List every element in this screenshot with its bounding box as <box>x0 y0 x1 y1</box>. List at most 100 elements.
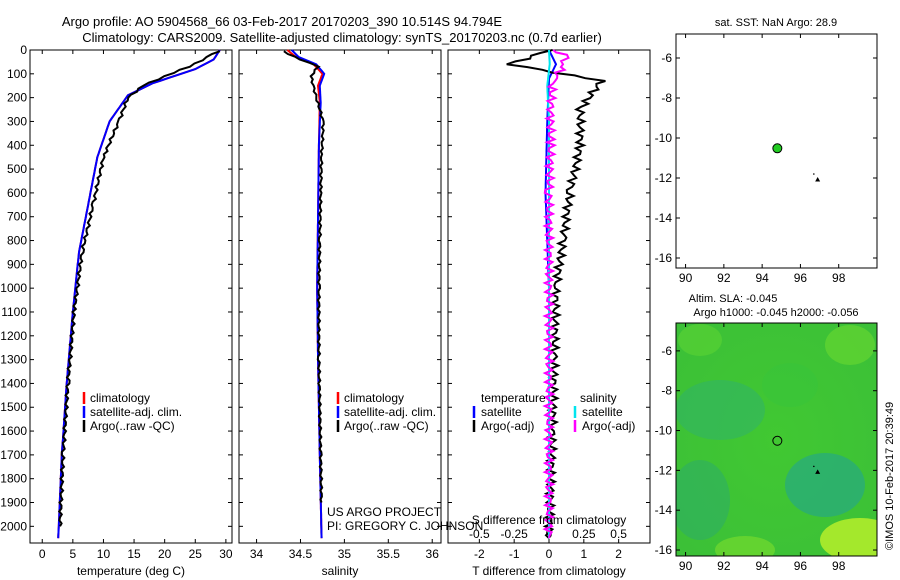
legend-label-temp-argo: Argo(-adj) <box>481 419 534 433</box>
x-tick-label: 35.5 <box>377 547 401 561</box>
series-line-satellite-adj-clim- <box>57 49 221 539</box>
y-tick-label: 900 <box>7 257 27 271</box>
y-tick-label: 1000 <box>0 281 27 295</box>
x-tick-label: 20 <box>158 547 172 561</box>
sla-blob <box>678 324 722 356</box>
y-tick-label: 1100 <box>1 305 27 319</box>
y-tick-label: 200 <box>7 91 27 105</box>
map-x-tick-label: 96 <box>794 559 808 573</box>
track-point <box>813 173 815 175</box>
imos-side-label: ©IMOS 10-Feb-2017 20:39:49 <box>884 402 896 550</box>
map-y-tick-label: -12 <box>655 463 673 477</box>
map-y-tick-label: -6 <box>661 51 672 65</box>
figure-title-line2: Climatology: CARS2009. Satellite-adjuste… <box>82 30 602 45</box>
sla-blob <box>762 363 818 407</box>
difference-series <box>506 49 606 539</box>
sla-blob <box>825 325 875 365</box>
map-y-tick-label: -14 <box>655 503 673 517</box>
temperature-legend: climatology satellite-adj. clim. Argo(..… <box>82 391 182 433</box>
x-tick-label: 5 <box>70 547 77 561</box>
y-tick-label: 0 <box>20 43 27 57</box>
y-tick-label: 1300 <box>0 353 27 367</box>
x-tick-label: 35 <box>338 547 352 561</box>
y-tick-label: 500 <box>7 162 27 176</box>
legend-header-temperature: temperature <box>481 391 546 405</box>
x-tick-label: 34 <box>250 547 264 561</box>
map-y-tick-label: -10 <box>655 424 673 438</box>
map-x-tick-label: 90 <box>679 271 693 285</box>
map-x-tick-label: 98 <box>832 559 846 573</box>
map-x-tick-label: 92 <box>717 271 731 285</box>
sla-blob <box>676 460 730 540</box>
series-line-temperature-argo-adj- <box>506 49 606 539</box>
temperature-axes: 0 5 10 15 20 25 300100200300400500600700800900… <box>0 43 233 561</box>
y-tick-label: 1800 <box>0 472 27 486</box>
sst-map-title: sat. SST: NaN Argo: 28.9 <box>715 17 837 29</box>
legend-label-argo: Argo(..raw -QC) <box>344 419 429 433</box>
salinity-series <box>283 49 326 539</box>
x-tick-label: -2 <box>474 547 485 561</box>
legend-label-temp-satellite: satellite <box>481 405 522 419</box>
legend-label-satellite: satellite-adj. clim. <box>344 405 436 419</box>
y-tick-label: 600 <box>7 186 27 200</box>
sla-blob <box>785 453 865 517</box>
track-point <box>813 465 815 468</box>
y-tick-label: 1400 <box>0 376 27 390</box>
y-tick-label: 2000 <box>0 519 27 533</box>
x-tick-label: 30 <box>219 547 233 561</box>
map-y-tick-label: -8 <box>661 91 672 105</box>
map-x-tick-label: 92 <box>717 559 731 573</box>
legend-label-climatology: climatology <box>344 391 404 405</box>
difference-xlabel: T difference from climatology <box>472 564 626 578</box>
y-tick-label: 800 <box>7 234 27 248</box>
x-tick-label: 1 <box>580 547 587 561</box>
legend-header-salinity: salinity <box>580 391 617 405</box>
legend-label-climatology: climatology <box>90 391 150 405</box>
series-line-salinity-argo-adj- <box>542 49 570 539</box>
series-line-argo-raw-qc- <box>57 50 221 527</box>
map-x-tick-label: 98 <box>832 271 846 285</box>
salinity-diff-tick-label: 0.25 <box>572 527 596 541</box>
sla-blob <box>820 518 877 556</box>
x-tick-label: 0 <box>39 547 46 561</box>
y-tick-label: 1600 <box>0 424 27 438</box>
x-tick-label: 0 <box>546 547 553 561</box>
project-label: US ARGO PROJECT <box>327 505 442 519</box>
legend-label-satellite: satellite-adj. clim. <box>90 405 182 419</box>
y-tick-label: 400 <box>7 138 27 152</box>
sla-map-title: Altim. SLA: -0.045 <box>689 293 778 305</box>
temperature-panel-frame <box>29 49 233 544</box>
sst-map-marks <box>772 143 821 182</box>
figure-title-line1: Argo profile: AO 5904568_66 03-Feb-2017 … <box>62 14 503 29</box>
salinity-panel-frame <box>238 49 442 544</box>
salinity-legend: climatology satellite-adj. clim. Argo(..… <box>336 391 436 433</box>
x-tick-label: 34.5 <box>289 547 313 561</box>
legend-label-sal-satellite: satellite <box>582 405 623 419</box>
map-y-tick-label: -14 <box>655 211 673 225</box>
legend-label-argo: Argo(..raw -QC) <box>90 419 175 433</box>
legend-label-sal-argo: Argo(-adj) <box>582 419 635 433</box>
sla-blob <box>715 536 775 556</box>
sst-map-axes: 90 92 94 96 98 -6 -8 -10 -12 -14 -16 <box>655 34 877 285</box>
argo-position-marker <box>772 143 783 154</box>
temperature-series <box>57 49 221 539</box>
y-tick-label: 100 <box>7 67 27 81</box>
map-y-tick-label: -16 <box>655 251 673 265</box>
salinity-axes: 34 34.5 35 35.5 36 <box>239 49 441 561</box>
y-tick-label: 1200 <box>0 329 27 343</box>
salinity-diff-tick-label: 0.5 <box>610 527 627 541</box>
pi-label: PI: GREGORY C. JOHNSON <box>327 519 483 533</box>
y-tick-label: 1500 <box>0 400 27 414</box>
y-tick-label: 300 <box>7 114 27 128</box>
series-line-climatology <box>57 49 221 539</box>
x-tick-label: -1 <box>509 547 520 561</box>
temperature-xlabel: temperature (deg C) <box>77 564 185 578</box>
salinity-diff-tick-label: -0.5 <box>469 527 490 541</box>
sla-map-frame <box>675 322 878 557</box>
y-tick-label: 1900 <box>0 496 27 510</box>
map-x-tick-label: 90 <box>679 559 693 573</box>
y-tick-label: 700 <box>7 210 27 224</box>
sla-blob <box>676 380 765 440</box>
sla-heatmap <box>676 323 877 556</box>
